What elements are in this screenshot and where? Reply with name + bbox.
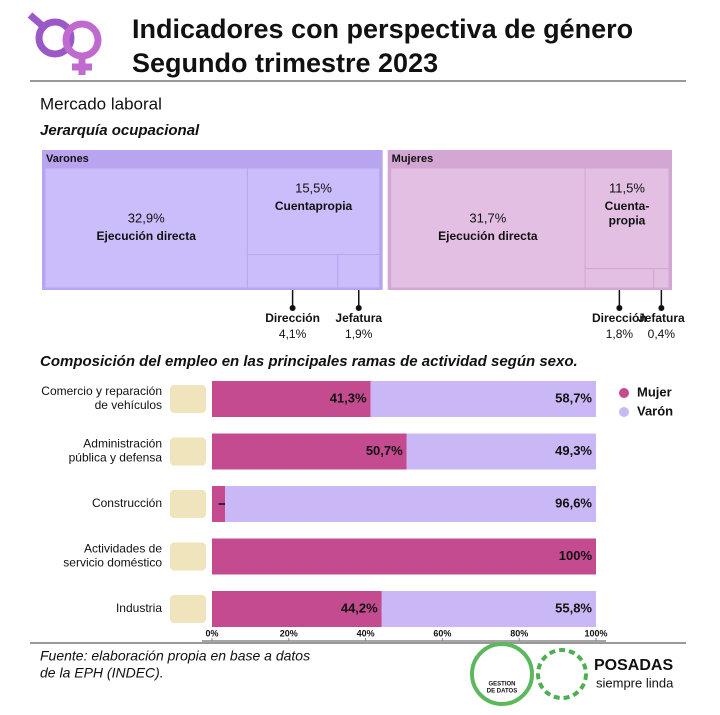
- pointer-dot: [616, 305, 623, 311]
- legend-label: Varón: [637, 403, 673, 418]
- category-icon: [170, 385, 206, 413]
- cell-value: 1,8%: [606, 327, 634, 341]
- treemap-cell: [584, 167, 670, 270]
- cell-value: 1,9%: [345, 327, 373, 341]
- treemap-title: Jerarquía ocupacional: [40, 122, 200, 139]
- value-label: 100%: [559, 548, 593, 563]
- bar-segment: [381, 591, 596, 627]
- cell-label: Dirección: [592, 311, 647, 325]
- subtitle: Segundo trimestre 2023: [132, 48, 438, 78]
- x-tick-label: 0%: [205, 628, 218, 638]
- category-label: Construcción: [92, 496, 162, 510]
- source: Fuente: elaboración propia en base a dat…: [40, 647, 310, 680]
- bar-segment: [212, 433, 407, 470]
- x-tick-label: 80%: [510, 628, 528, 638]
- category-label: Comercio y reparación de vehículos: [41, 384, 162, 412]
- cell-value: 31,7%: [469, 210, 506, 225]
- logo-tagline: siempre linda: [596, 675, 674, 690]
- bar-segment: [212, 381, 371, 417]
- category-label: Administración pública y defensa: [69, 436, 163, 464]
- pointer-dot: [658, 305, 665, 311]
- group-label: Varones: [46, 153, 89, 165]
- category-label: Actividades de servicio doméstico: [63, 541, 162, 569]
- treemap-cell: [653, 268, 670, 289]
- category-icon: [170, 490, 206, 518]
- bar-title: Composición del empleo en las principale…: [40, 353, 578, 370]
- cell-label: Dirección: [265, 311, 320, 325]
- bar-segment: [370, 381, 596, 417]
- cell-value: 11,5%: [609, 180, 645, 195]
- x-tick-label: 60%: [433, 628, 451, 638]
- treemap-cell: [337, 254, 381, 289]
- bar-segment: [406, 433, 596, 470]
- bar-segment: [212, 538, 596, 575]
- cell-value: 4,1%: [279, 327, 307, 341]
- logo-gestion-text: GESTION DE DATOS: [487, 681, 517, 694]
- category-label: Industria: [116, 601, 162, 615]
- bar-segment: [225, 486, 596, 522]
- pointer-dot: [289, 305, 296, 311]
- cell-label: Jefatura: [638, 311, 685, 325]
- cell-label: Ejecución directa: [438, 229, 538, 243]
- pointer-dot: [355, 305, 362, 311]
- treemap-cell: [246, 254, 339, 289]
- x-tick-label: 100%: [584, 628, 607, 638]
- treemap-cell: [44, 167, 248, 289]
- category-icon: [170, 437, 206, 466]
- treemap-cell: [584, 268, 655, 289]
- value-label: 50,7%: [366, 443, 403, 458]
- cell-value: 15,5%: [295, 180, 332, 195]
- value-label: 49,3%: [555, 443, 592, 458]
- bar-segment: [212, 591, 382, 627]
- cell-label: Ejecución directa: [97, 229, 197, 243]
- legend-swatch: [619, 407, 629, 417]
- gender-logo: [27, 12, 102, 75]
- group-label: Mujeres: [392, 153, 434, 165]
- category-icon: [170, 595, 206, 623]
- cell-value: 32,9%: [128, 210, 165, 225]
- x-tick-label: 20%: [280, 628, 298, 638]
- value-label: 41,3%: [330, 390, 367, 405]
- legend-label: Mujer: [637, 384, 672, 399]
- value-label: 96,6%: [555, 495, 592, 510]
- title: Indicadores con perspectiva de género: [132, 14, 633, 44]
- cell-label: Cuenta-propia: [605, 199, 650, 227]
- category-icon: [170, 542, 206, 571]
- treemap-cell: [390, 167, 586, 289]
- logo-name: POSADAS: [594, 657, 673, 674]
- value-label: 44,2%: [341, 600, 378, 615]
- value-label: 55,8%: [555, 600, 592, 615]
- logo-posadas: [536, 648, 588, 700]
- cell-value: 0,4%: [648, 327, 676, 341]
- cell-label: Jefatura: [335, 311, 382, 325]
- x-tick-label: 40%: [357, 628, 375, 638]
- cell-label: Cuentapropia: [275, 199, 353, 213]
- value-label: 58,7%: [555, 390, 592, 405]
- logo-gestion: [470, 642, 534, 706]
- section-title: Mercado laboral: [40, 94, 162, 113]
- legend-swatch: [619, 388, 629, 398]
